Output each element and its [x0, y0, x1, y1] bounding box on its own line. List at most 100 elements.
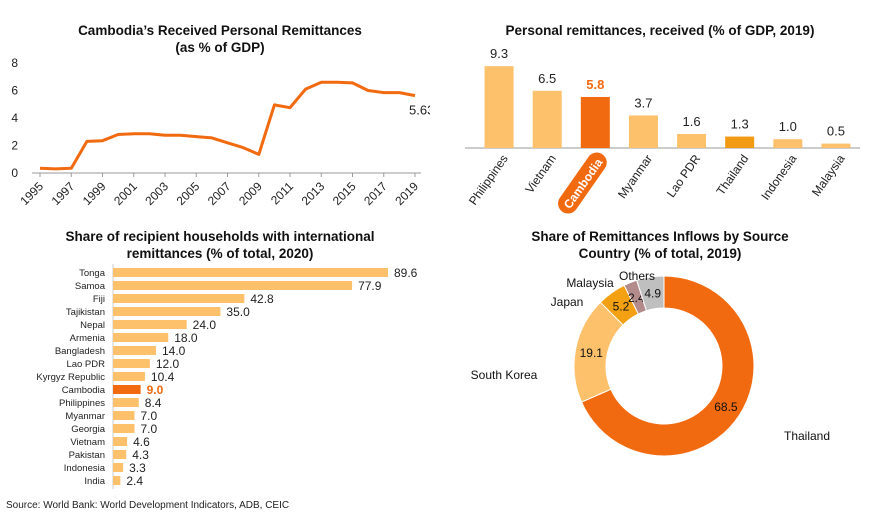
hbar-tonga	[113, 268, 388, 277]
bar-cambodia	[580, 96, 610, 148]
y-tick-label: 2	[11, 139, 18, 153]
hbar-samoa	[113, 281, 353, 290]
hbar-value-label: 8.4	[145, 396, 162, 410]
remittance-series-line	[39, 80, 416, 171]
x-tick-label: 1999	[80, 179, 109, 208]
highlight-category-badge: Cambodia	[558, 152, 607, 214]
hbar-value-label: 9.0	[147, 383, 164, 397]
hbar-fiji	[113, 294, 245, 303]
hbar-india	[113, 476, 121, 485]
x-tick-label: Myanmar	[615, 152, 655, 201]
y-category-label: Bangladesh	[55, 346, 105, 357]
y-category-label: Myanmar	[65, 411, 105, 422]
slice-others	[636, 275, 665, 312]
slice-name-label: South Korea	[471, 368, 538, 382]
y-category-label: Armenia	[70, 333, 106, 344]
hbar-value-label: 10.4	[151, 370, 175, 384]
y-category-label: Lao PDR	[66, 359, 105, 370]
x-tick-label: Indonesia	[758, 152, 800, 203]
x-tick-label: Lao PDR	[664, 152, 704, 200]
x-tick-label: 1997	[49, 179, 78, 208]
hbar-value-label: 7.0	[140, 409, 157, 423]
donut-chart-title: Share of Remittances Inflows by Source C…	[531, 229, 789, 261]
bar-thailand	[725, 136, 755, 148]
y-tick-label: 4	[11, 111, 18, 125]
y-category-label: Pakistan	[69, 450, 105, 461]
y-category-label: Samoa	[75, 281, 106, 292]
y-category-label: Nepal	[80, 320, 105, 331]
hbar-chart-title: Share of recipient households with inter…	[65, 229, 375, 261]
y-category-label: Georgia	[71, 424, 106, 435]
x-tick-label: 2011	[268, 179, 296, 207]
slice-value-label: 68.5	[714, 400, 738, 414]
hbar-value-label: 24.0	[193, 318, 217, 332]
hbar-nepal	[113, 320, 187, 329]
y-tick-label: 8	[11, 56, 18, 70]
bar-value-label: 5.8	[586, 77, 604, 92]
bar-value-label: 1.0	[779, 119, 797, 134]
bar-myanmar	[628, 115, 658, 148]
hbar-philippines	[113, 398, 139, 407]
slice-name-label: Japan	[551, 295, 584, 309]
line-chart-title: Cambodia’s Received Personal Remittances…	[78, 23, 362, 55]
hbar-cambodia	[113, 385, 141, 394]
x-tick-label: 2001	[111, 179, 140, 208]
bar-value-label: 3.7	[634, 95, 652, 110]
hbar-value-label: 35.0	[226, 305, 250, 319]
hbar-value-label: 89.6	[394, 266, 418, 280]
bar-vietnam	[532, 90, 562, 148]
y-tick-label: 6	[11, 84, 18, 98]
y-category-label: Tajikistan	[66, 307, 105, 318]
hbar-value-label: 4.3	[132, 448, 149, 462]
hbar-value-label: 3.3	[129, 461, 146, 475]
end-value-label: 5.63	[409, 103, 430, 118]
slice-value-label: 4.9	[644, 286, 661, 300]
bar-value-label: 0.5	[827, 124, 845, 139]
hbar-indonesia	[113, 463, 124, 472]
bar-lao-pdr	[677, 133, 707, 148]
source-note: Source: World Bank: World Development In…	[6, 500, 290, 511]
hbar-value-label: 18.0	[174, 331, 198, 345]
y-category-label: Philippines	[59, 398, 105, 409]
slice-value-label: 19.1	[580, 346, 604, 360]
x-tick-label: Vietnam	[522, 152, 559, 196]
hbar-georgia	[113, 424, 135, 433]
y-tick-label: 0	[11, 166, 18, 180]
slice-name-label: Thailand	[784, 429, 830, 443]
slice-value-label: 5.2	[613, 299, 630, 313]
slice-name-label: Malaysia	[566, 276, 614, 290]
hbar-value-label: 42.8	[250, 292, 274, 306]
x-tick-label: 1995	[17, 179, 46, 208]
x-tick-label: 2003	[142, 179, 171, 208]
x-tick-label: Thailand	[714, 152, 752, 198]
bar-philippines	[484, 66, 514, 148]
x-tick-label: 2019	[392, 179, 421, 208]
hbar-kyrgyz-republic	[113, 372, 145, 381]
y-category-label: India	[84, 476, 105, 487]
y-category-label: Kyrgyz Republic	[36, 372, 105, 383]
x-tick-label: 2005	[174, 179, 203, 208]
y-category-label: Indonesia	[64, 463, 106, 474]
x-tick-label: 2007	[205, 179, 234, 208]
y-category-label: Fiji	[93, 294, 105, 305]
bar-chart-title: Personal remittances, received (% of GDP…	[505, 23, 815, 38]
bar-malaysia	[821, 143, 851, 148]
hbar-value-label: 2.4	[126, 474, 143, 488]
households-bar-chart: Tonga 89.6 Samoa 77.9 Fiji 42.8 Tajikistan 35.0…	[36, 264, 418, 489]
hbar-value-label: 77.9	[358, 279, 382, 293]
x-tick-label: Philippines	[466, 152, 511, 208]
bar-value-label: 1.3	[731, 117, 749, 132]
remittances-gdp-bar-chart: 9.3 Philippines 6.5 Vietnam 5.8 Cambodia 3.7 My…	[465, 46, 860, 214]
x-tick-label: 2015	[330, 179, 359, 208]
x-tick-label: Cambodia	[561, 156, 606, 212]
hbar-myanmar	[113, 411, 135, 420]
hbar-tajikistan	[113, 307, 221, 316]
hbar-bangladesh	[113, 346, 156, 355]
bar-value-label: 9.3	[490, 46, 508, 61]
bar-value-label: 1.6	[683, 114, 701, 129]
hbar-value-label: 12.0	[156, 357, 180, 371]
y-category-label: Cambodia	[62, 385, 106, 396]
highlight-pill	[558, 152, 607, 214]
